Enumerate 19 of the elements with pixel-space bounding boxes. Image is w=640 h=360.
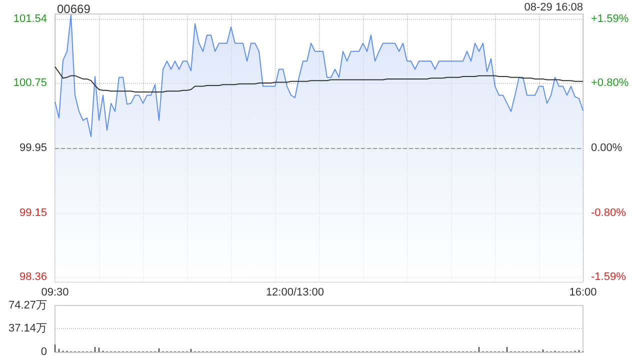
y2-tick-label: 0.00% — [591, 142, 622, 154]
text: 08-29 16:08 — [524, 2, 583, 14]
chart-title: 00669 — [57, 2, 91, 16]
y-tick-label: 37.14万 — [8, 322, 47, 335]
line-series — [54, 66, 584, 92]
y-tick-label: 74.27万 — [8, 300, 47, 312]
y-tick-label: 98.36 — [19, 271, 47, 284]
y2-tick-label: -0.80% — [591, 206, 626, 219]
y-tick-label: 99.15 — [19, 206, 47, 219]
y2-tick-label: +1.59% — [591, 12, 629, 25]
x-tick-label: 16:00 — [569, 286, 597, 298]
y2-tick-label: -1.59% — [591, 271, 626, 284]
y-tick-label: 101.54 — [13, 12, 47, 25]
y-tick-label: 0 — [40, 346, 47, 358]
y-tick-label: 100.75 — [13, 77, 47, 90]
x-tick-label: 12:00/13:00 — [266, 286, 324, 298]
y2-tick-label: +0.80% — [591, 77, 629, 90]
x-tick-label: 09:30 — [41, 286, 69, 298]
y-tick-label: 99.95 — [19, 142, 47, 154]
